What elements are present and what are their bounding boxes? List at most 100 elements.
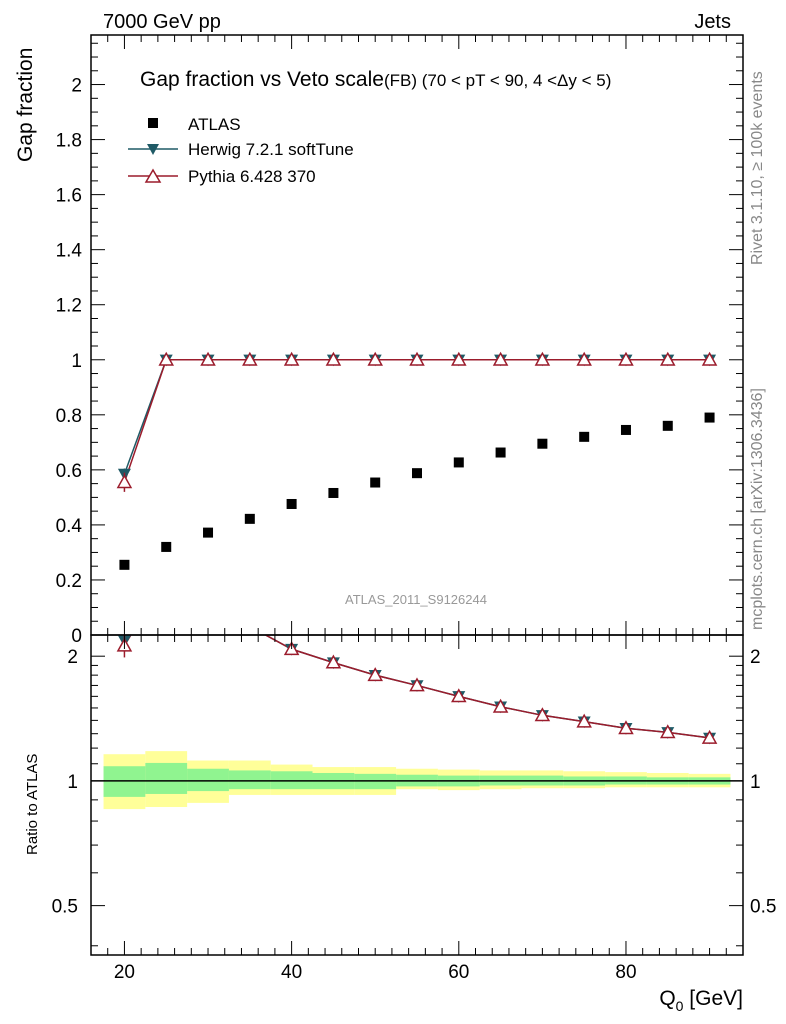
legend-label-herwig: Herwig 7.2.1 softTune: [188, 140, 354, 159]
watermark: ATLAS_2011_S9126244: [345, 592, 487, 607]
y-tick-label: 0.8: [56, 406, 82, 427]
ratio-point-pythia: [160, 570, 173, 582]
rivet-label: Rivet 3.1.10, ≥ 100k events: [749, 71, 766, 265]
ratio-y-tick-label: 1: [67, 772, 78, 793]
y-tick-label: 1.8: [56, 131, 82, 152]
y-tick-label: 0: [71, 626, 82, 647]
data-point-atlas: [370, 477, 381, 488]
ratio-marks: [91, 570, 743, 810]
y-tick-label: 2: [71, 76, 82, 97]
data-point-pythia: [116, 474, 133, 489]
ratio-y-tick-label-right: 0.5: [750, 897, 776, 918]
legend-label-pythia: Pythia 6.428 370: [188, 167, 316, 186]
data-point-pythia: [534, 351, 551, 366]
data-point-atlas: [579, 431, 590, 442]
series-line-pythia: [123, 359, 710, 483]
ratio-point-pythia: [492, 698, 509, 713]
legend-marker-atlas: [148, 118, 158, 128]
y-tick-label: 0.2: [56, 571, 82, 592]
data-point-pythia: [325, 351, 342, 366]
data-point-pythia: [158, 351, 175, 366]
legend: ATLAS Herwig 7.2.1 softTune Pythia 6.428…: [128, 115, 354, 186]
data-point-atlas: [286, 498, 297, 509]
y-tick-label: 1.6: [56, 186, 82, 207]
data-point-pythia: [200, 351, 216, 366]
data-point-atlas: [495, 447, 506, 458]
chart-title-main: Gap fraction vs Veto scale: [140, 68, 384, 91]
data-point-pythia: [701, 351, 718, 366]
ratio-panel: 20 40 60 80 0.5 0.5 1 1 2 2 Ratio to ATLAS: [24, 570, 776, 983]
ratio-point-pythia: [701, 729, 718, 744]
data-point-atlas: [620, 424, 631, 435]
y-tick-label: 1: [71, 351, 82, 372]
ratio-point-pythia: [534, 707, 551, 722]
data-point-atlas: [244, 513, 255, 524]
data-point-pythia: [576, 351, 592, 366]
ratio-point-pythia: [659, 724, 676, 739]
x-tick-label: 60: [448, 962, 469, 983]
header-left: 7000 GeV pp: [103, 11, 221, 33]
main-y-axis-label: Gap fraction: [14, 48, 37, 162]
ratio-point-pythia: [576, 713, 592, 728]
y-tick-label: 1.4: [56, 241, 83, 262]
chart-title-sub: (FB) (70 < pT < 90, 4 <Δy < 5): [384, 71, 611, 90]
main-marks: [116, 351, 718, 570]
data-point-pythia: [367, 351, 383, 366]
ratio-y-tick-label: 2: [67, 647, 78, 668]
main-panel: 0 0.2 0.4 0.6 0.8 1 1.2 1.4 1.6 1.8 2 Gap fraction…: [14, 34, 744, 647]
y-tick-label: 1.2: [56, 296, 82, 317]
legend-label-atlas: ATLAS: [188, 115, 241, 134]
data-point-atlas: [328, 487, 339, 498]
ratio-point-herwig: [243, 621, 256, 633]
x-axis-label: Q0 [GeV]: [659, 987, 743, 1014]
x-tick-label: 80: [615, 962, 636, 983]
data-point-pythia: [618, 351, 634, 366]
ratio-band-stat: [228, 770, 271, 790]
x-tick-label: 40: [281, 962, 302, 983]
ratio-ticks: 20 40 60 80 0.5 0.5 1 1 2 2: [52, 635, 776, 983]
ratio-band-stat: [187, 768, 229, 792]
legend-marker-herwig: [147, 144, 159, 155]
data-point-pythia: [409, 351, 425, 366]
ratio-point-herwig: [202, 598, 215, 610]
ratio-frame: [90, 634, 744, 956]
x-axis-label-main: Q: [659, 987, 675, 1010]
chart-title: Gap fraction vs Veto scale(FB) (70 < pT …: [140, 68, 611, 91]
series-line-herwig: [123, 359, 710, 475]
ratio-point-pythia: [451, 688, 467, 703]
legend-marker-pythia: [144, 168, 162, 183]
ratio-y-tick-label-right: 1: [750, 772, 761, 793]
data-point-atlas: [704, 412, 715, 423]
ratio-y-tick-label-right: 2: [750, 647, 761, 668]
data-point-atlas: [453, 457, 464, 468]
ratio-point-pythia: [325, 654, 342, 669]
data-point-atlas: [412, 468, 422, 479]
data-point-pythia: [283, 351, 300, 366]
ratio-point-pythia: [618, 720, 634, 735]
header-right: Jets: [694, 11, 731, 33]
data-point-pythia: [492, 351, 509, 366]
ratio-point-pythia: [409, 677, 425, 692]
ratio-point-herwig: [160, 571, 173, 583]
data-point-atlas: [662, 420, 673, 431]
data-point-atlas: [203, 527, 214, 538]
x-axis-label-sub: 0: [676, 998, 684, 1014]
x-tick-label: 20: [114, 962, 135, 983]
ratio-point-pythia: [202, 596, 215, 608]
data-point-pythia: [242, 351, 258, 366]
data-point-pythia: [659, 351, 676, 366]
y-tick-label: 0.6: [56, 461, 82, 482]
ratio-y-tick-label: 0.5: [52, 897, 78, 918]
ratio-y-axis-label: Ratio to ATLAS: [24, 754, 41, 855]
y-tick-label: 0.4: [56, 516, 83, 537]
ratio-point-pythia: [367, 667, 383, 682]
main-ticks: 0 0.2 0.4 0.6 0.8 1 1.2 1.4 1.6 1.8 2: [56, 35, 743, 647]
data-point-atlas: [537, 438, 548, 449]
x-axis-label-unit: [GeV]: [683, 987, 743, 1010]
ratio-band-stat: [145, 762, 188, 794]
data-point-atlas: [161, 541, 172, 552]
data-point-atlas: [119, 559, 130, 570]
ratio-point-pythia: [243, 620, 256, 632]
mcplots-label: mcplots.cern.ch [arXiv:1306.3436]: [749, 388, 766, 630]
